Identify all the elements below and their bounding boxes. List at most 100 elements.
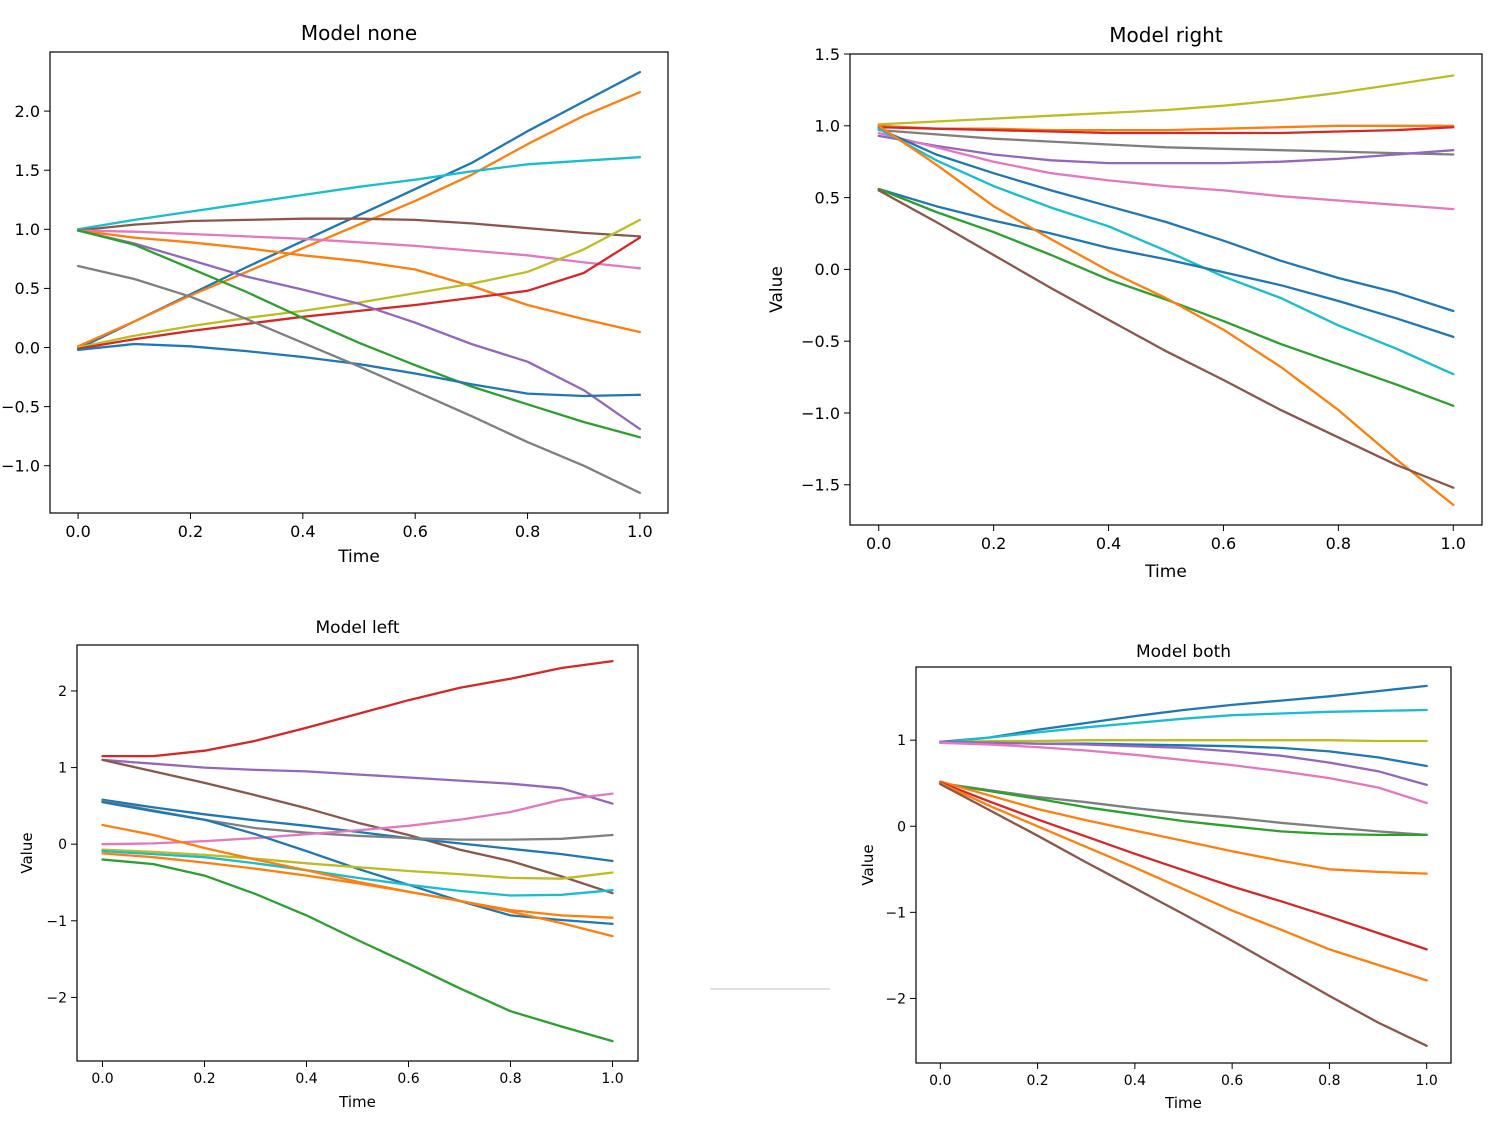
y-tick-label: 1.5 <box>15 161 40 180</box>
axes-frame <box>49 51 669 514</box>
x-tick-label: 0.6 <box>1211 534 1236 553</box>
axes-frame <box>849 53 1483 526</box>
chart-panel-4: 0.0 0.2 0.4 0.6 0.8 1.0 −2 −1 0 1 Model both Time Va… <box>859 642 1452 1112</box>
y-tick-label: 2 <box>58 684 67 700</box>
series-line-2 <box>76 91 642 348</box>
series-line-12 <box>939 782 1428 1047</box>
series-line-3 <box>877 126 1455 135</box>
series-line-8 <box>76 236 642 350</box>
series-line-4 <box>101 798 614 863</box>
series-line-8 <box>939 782 1428 837</box>
series-line-7 <box>76 218 642 349</box>
series-line-9 <box>101 849 614 897</box>
series-line-8 <box>877 127 1455 376</box>
y-tick-label: 1.0 <box>15 220 40 239</box>
x-tick-label: 0.0 <box>91 1071 113 1087</box>
x-tick-label: 0.8 <box>515 522 540 541</box>
chart-panel-2: 0.0 0.2 0.4 0.6 0.8 1.0 −1.5 −1.0 −0.5 0.0 0.5 1.0 1… <box>767 23 1483 582</box>
x-tick-label: 1.0 <box>1416 1073 1438 1089</box>
chart-panel-1: 0.0 0.2 0.4 0.6 0.8 1.0 −1.0 −0.5 0.0 0.5 1.0 1.5 2.… <box>1 21 669 567</box>
x-tick-label: 0.6 <box>402 522 427 541</box>
axes-frame <box>76 644 639 1062</box>
y-tick-label: −1 <box>885 905 906 921</box>
series-line-9 <box>76 229 642 431</box>
x-axis-label: Time <box>337 547 380 567</box>
x-tick-label: 0.6 <box>397 1071 419 1087</box>
x-tick-label: 1.0 <box>627 522 652 541</box>
series-line-11 <box>877 124 1455 507</box>
x-tick-label: 0.8 <box>1326 534 1351 553</box>
series-line-6 <box>939 741 1428 805</box>
x-tick-label: 0.8 <box>499 1071 521 1087</box>
y-tick-label: −1 <box>46 914 67 930</box>
x-tick-label: 1.0 <box>601 1071 623 1087</box>
series-line-10 <box>877 187 1455 407</box>
series-line-3 <box>939 739 1428 744</box>
series-line-7 <box>877 127 1455 313</box>
chart-title: Model left <box>316 618 400 638</box>
series-line-12 <box>101 858 614 1043</box>
x-tick-label: 0.6 <box>1221 1073 1243 1089</box>
y-tick-label: 0 <box>58 837 67 853</box>
series-line-4 <box>877 128 1455 156</box>
y-tick-label: 0.0 <box>815 260 840 279</box>
y-tick-label: −0.5 <box>801 332 840 351</box>
y-tick-label: −1.5 <box>801 476 840 495</box>
chart-title: Model right <box>1109 23 1223 47</box>
series-line-1 <box>877 74 1455 126</box>
y-axis-label: Value <box>859 844 877 885</box>
x-tick-label: 0.4 <box>290 522 315 541</box>
chart-title: Model both <box>1136 642 1231 662</box>
y-tick-label: −2 <box>46 990 67 1006</box>
series-line-3 <box>76 156 642 231</box>
y-tick-label: 1.0 <box>815 117 840 136</box>
axes-frame <box>915 666 1452 1064</box>
x-tick-label: 0.0 <box>65 522 90 541</box>
y-tick-label: 2.0 <box>15 102 40 121</box>
series-line-11 <box>939 782 1428 982</box>
y-axis-label: Value <box>767 266 787 313</box>
chart-title: Model none <box>301 21 417 45</box>
series-line-11 <box>101 852 614 938</box>
series-line-12 <box>877 189 1455 489</box>
series-line-6 <box>101 792 614 846</box>
series-line-4 <box>76 217 642 238</box>
y-tick-label: 1 <box>897 733 906 749</box>
x-tick-label: 1.0 <box>1441 534 1466 553</box>
series-line-1 <box>101 659 614 758</box>
series-line-3 <box>101 758 614 895</box>
series-line-7 <box>101 800 614 926</box>
series-line-10 <box>101 823 614 919</box>
x-tick-label: 0.2 <box>981 534 1006 553</box>
series-line-8 <box>101 848 614 880</box>
x-axis-label: Time <box>1144 562 1187 582</box>
series-line-11 <box>76 342 642 398</box>
y-tick-label: −1.0 <box>801 404 840 423</box>
series-line-1 <box>76 70 642 350</box>
x-tick-label: 0.0 <box>929 1073 951 1089</box>
x-tick-label: 0.8 <box>1318 1073 1340 1089</box>
x-tick-label: 0.2 <box>193 1071 215 1087</box>
y-tick-label: 0.5 <box>15 279 40 298</box>
x-tick-label: 0.4 <box>1124 1073 1146 1089</box>
y-tick-label: 0.0 <box>15 338 40 357</box>
x-tick-label: 0.4 <box>295 1071 317 1087</box>
series-line-2 <box>939 708 1428 744</box>
chart-panel-3: 0.0 0.2 0.4 0.6 0.8 1.0 −2 −1 0 1 2 Model left Time V… <box>18 618 639 1111</box>
series-line-5 <box>877 134 1455 165</box>
series-line-6 <box>76 229 642 334</box>
series-line-7 <box>939 782 1428 837</box>
series-line-10 <box>939 781 1428 951</box>
y-tick-label: 1 <box>58 761 67 777</box>
series-line-9 <box>877 187 1455 339</box>
y-tick-label: 0.5 <box>815 188 840 207</box>
y-tick-label: −2 <box>885 991 906 1007</box>
series-line-6 <box>877 131 1455 211</box>
x-tick-label: 0.2 <box>1026 1073 1048 1089</box>
series-line-12 <box>76 264 642 495</box>
y-tick-label: 0 <box>897 819 906 835</box>
y-tick-label: 1.5 <box>815 45 840 64</box>
x-axis-label: Time <box>338 1093 376 1111</box>
series-line-5 <box>939 740 1428 787</box>
x-axis-label: Time <box>1164 1094 1202 1112</box>
